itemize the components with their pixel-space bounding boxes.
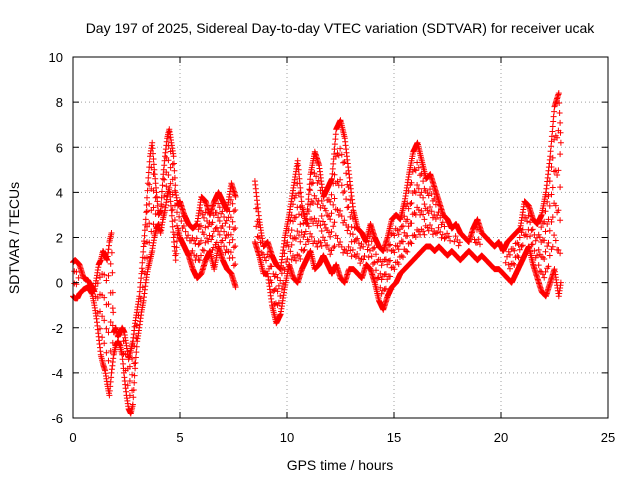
x-tick-label: 20 [494, 430, 508, 445]
chart-title: Day 197 of 2025, Sidereal Day-to-day VTE… [86, 20, 596, 36]
y-tick-label: -4 [51, 366, 63, 381]
series-markers [70, 90, 564, 417]
x-tick-label: 10 [280, 430, 294, 445]
y-tick-label: 2 [56, 231, 63, 246]
x-tick-labels: 0 5 10 15 20 25 [69, 430, 615, 445]
y-axis-label: SDTVAR / TECUs [6, 182, 22, 294]
y-tick-label: 6 [56, 140, 63, 155]
x-tick-label: 5 [176, 430, 183, 445]
data-points [70, 90, 564, 417]
x-tick-label: 15 [387, 430, 401, 445]
y-tick-label: 4 [56, 185, 63, 200]
x-axis-label: GPS time / hours [287, 457, 394, 473]
y-tick-label: 8 [56, 95, 63, 110]
y-tick-label: 10 [49, 50, 63, 65]
x-tick-label: 25 [601, 430, 615, 445]
y-tick-label: 0 [56, 276, 63, 291]
y-tick-labels: -6 -4 -2 0 2 4 6 8 10 [49, 50, 63, 426]
y-tick-label: -2 [51, 321, 63, 336]
axis-ticks [72, 56, 609, 419]
y-tick-label: -6 [51, 411, 63, 426]
x-tick-label: 0 [69, 430, 76, 445]
